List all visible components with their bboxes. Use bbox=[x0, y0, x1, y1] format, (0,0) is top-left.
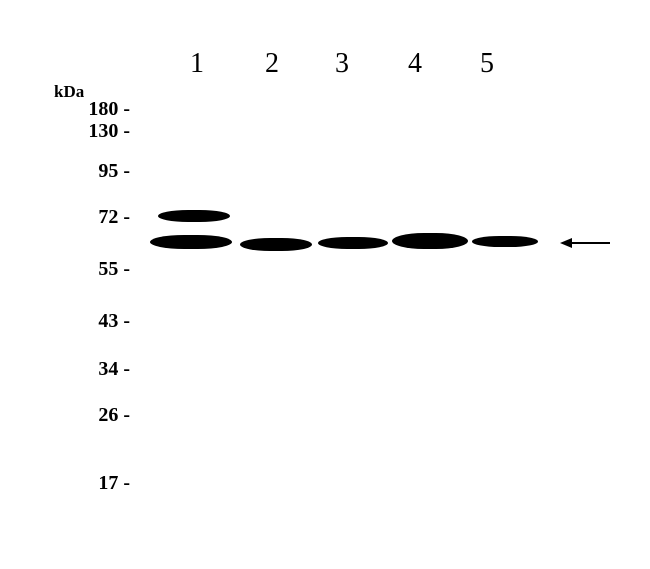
mw-label-95: 95 - bbox=[98, 160, 130, 183]
band-lane5 bbox=[472, 236, 538, 247]
mw-label-17: 17 - bbox=[98, 472, 130, 495]
western-blot-panel: kDa 1 2 3 4 5 180 - 130 - 95 - 72 - 55 -… bbox=[40, 20, 610, 550]
arrow-line bbox=[570, 242, 610, 244]
band-lane1-upper bbox=[158, 210, 230, 222]
target-band-arrow bbox=[560, 238, 610, 248]
mw-label-130: 130 - bbox=[88, 120, 130, 143]
band-lane4 bbox=[392, 233, 468, 249]
kda-unit-label: kDa bbox=[54, 82, 84, 102]
mw-label-26: 26 - bbox=[98, 404, 130, 427]
lane-label-5: 5 bbox=[480, 48, 494, 80]
mw-label-34: 34 - bbox=[98, 358, 130, 381]
mw-label-43: 43 - bbox=[98, 310, 130, 333]
lane-label-2: 2 bbox=[265, 48, 279, 80]
lane-label-4: 4 bbox=[408, 48, 422, 80]
band-lane1-lower bbox=[150, 235, 232, 249]
mw-label-55: 55 - bbox=[98, 258, 130, 281]
lane-label-1: 1 bbox=[190, 48, 204, 80]
lane-label-3: 3 bbox=[335, 48, 349, 80]
mw-label-72: 72 - bbox=[98, 206, 130, 229]
band-lane3 bbox=[318, 237, 388, 249]
band-lane2 bbox=[240, 238, 312, 251]
mw-label-180: 180 - bbox=[88, 98, 130, 121]
